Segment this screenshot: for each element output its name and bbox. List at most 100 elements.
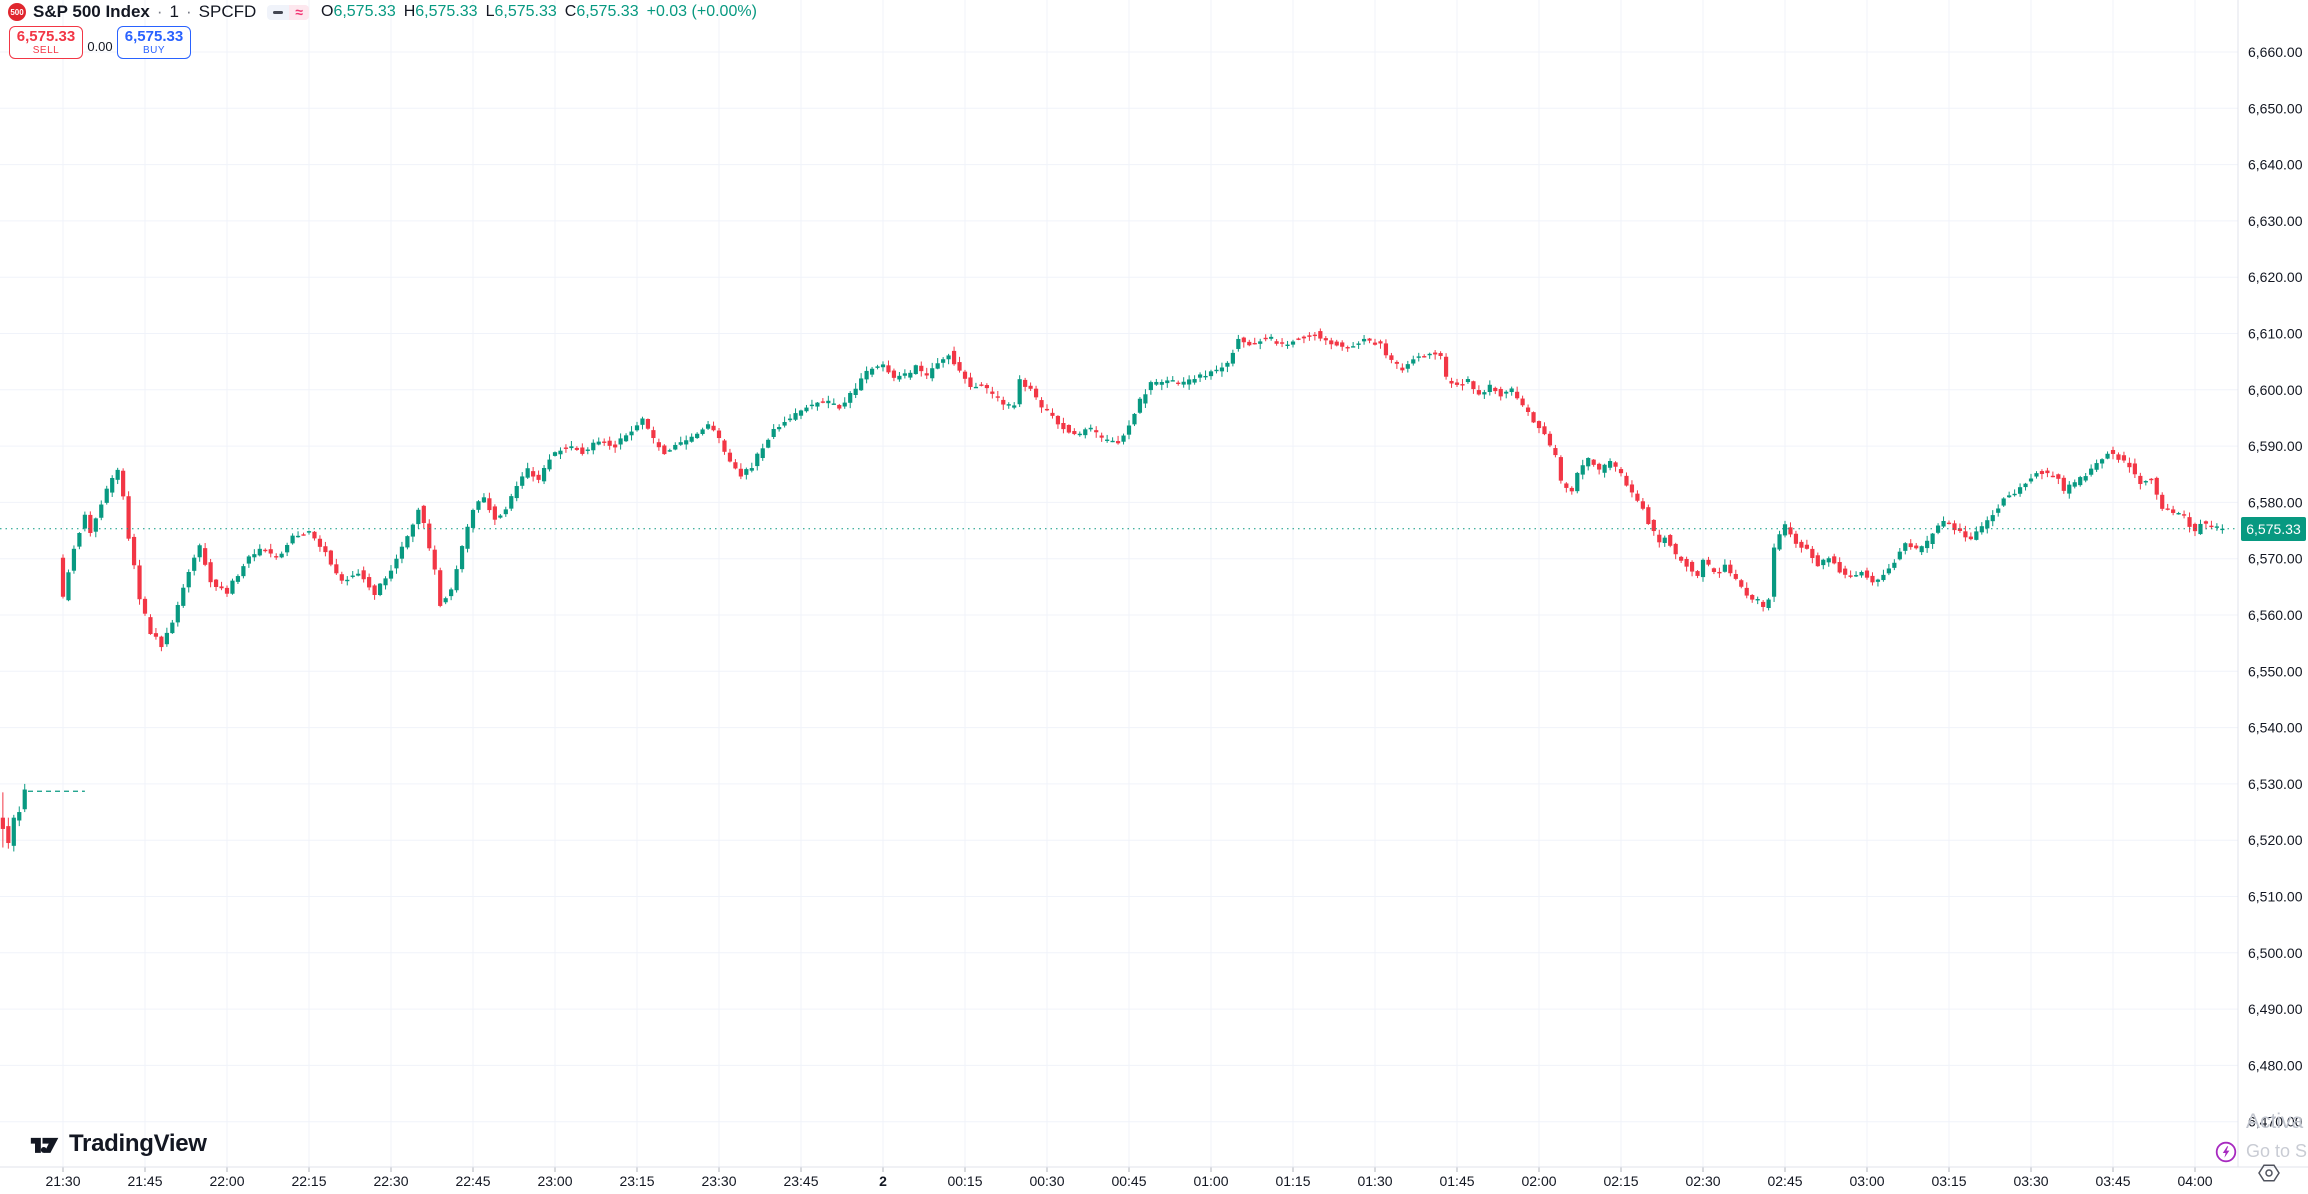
candle-body (1930, 533, 1935, 545)
candle-body (1383, 343, 1389, 356)
lightning-mode-button[interactable] (2214, 1140, 2238, 1164)
candle-body (1219, 367, 1225, 372)
candle-body (1646, 507, 1651, 525)
candle-body (1088, 427, 1093, 430)
candle-body (520, 476, 525, 486)
time-axis-label: 22:45 (455, 1173, 490, 1189)
candle-body (2116, 454, 2121, 460)
candle-body (224, 587, 230, 594)
candle-body (487, 498, 492, 511)
candle-body (131, 536, 137, 566)
candle-body (1580, 465, 1585, 475)
candle-body (973, 386, 979, 389)
indicator-chips: ≈ (267, 4, 309, 20)
candle-body (2143, 481, 2148, 483)
candle-body (1001, 399, 1006, 405)
candle-body (1482, 392, 1487, 395)
candle-body (1706, 559, 1711, 565)
candle-body (804, 407, 809, 412)
time-axis-label: 03:30 (2013, 1173, 2048, 1189)
candle-body (831, 403, 836, 405)
candle-body (541, 467, 547, 482)
candle-body (689, 436, 694, 442)
candle-body (1476, 390, 1481, 395)
candle-body (1821, 559, 1826, 566)
candle-body (459, 546, 465, 570)
candle-body (213, 579, 219, 587)
candle-body (1651, 519, 1656, 532)
candle-body (962, 371, 968, 379)
candle-body (2127, 462, 2132, 468)
candle-body (175, 604, 180, 623)
price-axis-scale[interactable] (2238, 0, 2308, 1167)
candle-body (1848, 575, 1853, 577)
candle-body (432, 549, 437, 570)
candle-body (1881, 574, 1886, 581)
candle-body (1077, 433, 1082, 436)
candle-body (1739, 580, 1744, 587)
candle-body (946, 355, 951, 360)
minimized-indicator-chip[interactable] (267, 4, 290, 20)
candle-body (1044, 408, 1050, 411)
tradingview-logo[interactable]: TradingView (30, 1130, 207, 1158)
candle-body (1777, 534, 1782, 550)
candle-body (1766, 599, 1771, 609)
candle-body (2050, 475, 2055, 478)
candle-body (1859, 572, 1864, 576)
candle-body (787, 418, 793, 421)
candle-body (323, 546, 328, 553)
current-price-label[interactable]: 6,575.33 (2241, 516, 2306, 541)
candle-body (1208, 371, 1214, 377)
high-value: H6,575.33 (403, 3, 478, 20)
candle-body (1826, 558, 1831, 563)
candle-body (241, 566, 246, 577)
activation-watermark: Activa Go to S (2246, 1110, 2307, 1162)
candle-body (345, 579, 350, 582)
symbol-title[interactable]: S&P 500 Index (33, 2, 150, 21)
price-axis-label: 6,610.00 (2248, 326, 2303, 342)
candle-body (820, 401, 825, 403)
candle-body (1033, 388, 1039, 398)
candle-body (2078, 477, 2083, 486)
candle-body (1405, 364, 1410, 369)
candle-body (1990, 515, 1995, 522)
candle-body (2023, 483, 2028, 488)
low-value: L6,575.33 (485, 3, 557, 20)
candle-body (1367, 338, 1372, 341)
candle-body (1504, 391, 1509, 394)
candle-body (399, 546, 405, 559)
candle-body (159, 636, 164, 648)
candle-body (930, 368, 935, 379)
candle-body (503, 509, 508, 515)
chart-interval[interactable]: 1 (169, 2, 179, 21)
candle-body (1023, 379, 1028, 387)
price-scale-settings-icon[interactable] (2258, 1164, 2280, 1182)
price-axis-label: 6,540.00 (2248, 720, 2303, 736)
candle-body (602, 441, 607, 443)
candle-body (498, 515, 503, 518)
candle-body (1181, 381, 1186, 385)
time-axis-label: 23:15 (619, 1173, 654, 1189)
candle-body (372, 585, 377, 595)
candle-body (252, 554, 257, 558)
candle-body (1974, 531, 1979, 540)
candle-body (290, 535, 295, 544)
candle-body (536, 474, 541, 480)
time-axis-scale[interactable] (0, 1167, 2308, 1194)
candle-body (1066, 424, 1071, 433)
price-axis-label: 6,590.00 (2248, 438, 2303, 454)
candle-body (684, 440, 689, 445)
candle-body (274, 556, 279, 558)
wave-indicator-chip[interactable]: ≈ (289, 4, 309, 20)
buy-button[interactable]: 6,575.33 BUY (117, 26, 191, 59)
candle-body (476, 501, 481, 510)
candle-body (1919, 546, 1924, 553)
candle-body (1771, 547, 1777, 597)
candle-body (1154, 381, 1159, 385)
candle-body (1072, 431, 1077, 435)
sell-button[interactable]: 6,575.33 SELL (9, 26, 83, 59)
candle-body (1427, 353, 1432, 356)
candle-body (1170, 380, 1175, 382)
candle-body (1443, 356, 1449, 377)
